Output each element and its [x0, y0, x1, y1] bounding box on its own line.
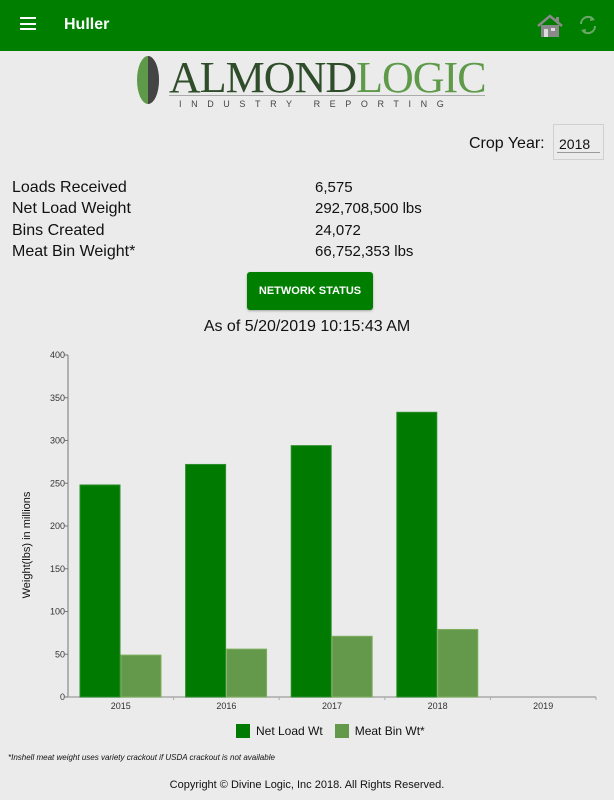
bar-meat-bin-2015: [120, 654, 162, 698]
y-tick-label: 300: [50, 436, 65, 446]
bar-chart: Weight(lbs) in millions 0 50 100 150 200 250 3…: [21, 350, 597, 711]
stat-value: 6,575: [315, 179, 353, 196]
stat-meat-bin-weight: Meat Bin Weight* 66,752,353 lbs: [12, 242, 413, 264]
y-tick-label: 150: [50, 564, 65, 574]
footnote: *Inshell meat weight uses variety cracko…: [8, 753, 275, 762]
bar-net-load-2015: [79, 484, 121, 698]
chart-legend: Net Load Wt Meat Bin Wt*: [236, 724, 425, 738]
stat-bins-created: Bins Created 24,072: [12, 221, 361, 243]
app-bar: Huller: [0, 0, 614, 51]
stat-label: Net Load Weight: [12, 200, 131, 218]
y-tick-label: 250: [50, 478, 65, 488]
home-icon[interactable]: [536, 14, 564, 38]
y-tick-label: 0: [60, 692, 65, 702]
stat-label: Loads Received: [12, 179, 127, 196]
x-tick-label: 2018: [428, 701, 448, 711]
almondlogic-logo: ALMONDLOGIC INDUSTRY REPORTING: [135, 53, 487, 111]
bar-meat-bin-2018: [437, 628, 479, 698]
y-axis-label: Weight(lbs) in millions: [21, 491, 33, 598]
stats-list: Loads Received 6,575 Net Load Weight 292,7…: [12, 179, 422, 264]
legend-net-load: Net Load Wt: [256, 724, 323, 738]
y-tick-label: 100: [50, 607, 65, 617]
stat-loads-received: Loads Received 6,575: [12, 179, 353, 200]
y-tick-label: 350: [50, 393, 65, 403]
x-tick-label: 2015: [111, 701, 131, 711]
copyright: Copyright © Divine Logic, Inc 2018. All …: [169, 779, 445, 791]
x-tick-label: 2017: [322, 701, 342, 711]
y-tick-label: 50: [55, 649, 65, 659]
stat-value: 24,072: [315, 221, 361, 239]
stat-label: Bins Created: [12, 221, 105, 239]
crop-year-label: Crop Year:: [469, 135, 545, 152]
stat-value: 66,752,353 lbs: [315, 242, 414, 260]
as-of-timestamp: As of 5/20/2019 10:15:43 AM: [203, 318, 411, 335]
y-tick-label: 200: [50, 521, 65, 531]
x-tick-label: 2016: [216, 701, 236, 711]
logo-subtitle: INDUSTRY REPORTING: [179, 99, 454, 109]
stat-net-load-weight: Net Load Weight 292,708,500 lbs: [12, 200, 422, 221]
bar-meat-bin-2017: [331, 635, 373, 698]
bar-net-load-2016: [185, 463, 227, 698]
legend-swatch-net: [236, 724, 250, 738]
stat-label: Meat Bin Weight*: [12, 242, 136, 260]
y-tick-label: 400: [50, 350, 65, 360]
x-tick-label: 2019: [533, 701, 553, 711]
logo-word-almond: ALMOND: [169, 53, 357, 102]
refresh-icon[interactable]: [578, 15, 598, 35]
leaf-icon: [137, 56, 159, 104]
hamburger-icon[interactable]: [20, 17, 36, 30]
logo-word-logic: LOGIC: [356, 53, 486, 102]
bar-meat-bin-2016: [226, 648, 268, 698]
page-title: Huller: [64, 16, 110, 33]
bar-net-load-2018: [396, 411, 438, 698]
bar-net-load-2017: [290, 445, 332, 698]
legend-meat-bin: Meat Bin Wt*: [354, 724, 425, 738]
network-status-button[interactable]: NETWORK STATUS: [247, 272, 373, 310]
stat-value: 292,708,500 lbs: [315, 200, 422, 218]
crop-year-select[interactable]: 2018: [553, 124, 604, 160]
legend-swatch-meat: [334, 724, 349, 738]
